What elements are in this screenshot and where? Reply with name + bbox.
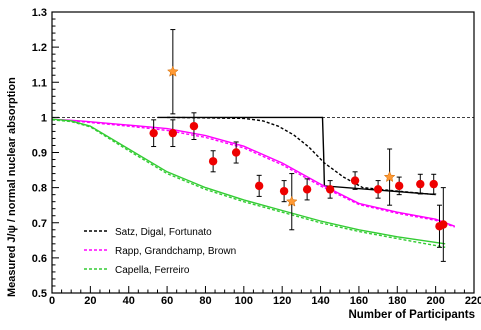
curves-layer — [51, 116, 456, 248]
circle-point — [429, 179, 438, 189]
x-tick-label: 40 — [123, 295, 135, 307]
circle-point — [168, 128, 178, 138]
y-axis-label: Measured J/ψ / normal nuclear absorption — [6, 77, 18, 297]
y-tick-label: 1 — [41, 112, 47, 124]
star-point — [383, 170, 396, 183]
x-tick-label: 120 — [273, 295, 291, 307]
circle-point — [373, 185, 383, 194]
circle-point — [325, 185, 335, 194]
legend-label: Rapp, Grandchamp, Brown — [115, 246, 236, 257]
x-tick-label: 160 — [350, 295, 368, 307]
circle-point — [208, 157, 218, 166]
y-tick-label: 0.6 — [32, 253, 47, 265]
x-tick-label: 140 — [311, 295, 329, 307]
legend-label: Capella, Ferreiro — [115, 265, 190, 276]
x-tick-label: 60 — [161, 295, 173, 307]
circle-point — [416, 179, 425, 189]
y-tick-label: 1.1 — [32, 77, 47, 89]
y-tick-label: 0.9 — [32, 148, 47, 160]
x-tick-label: 20 — [84, 295, 96, 307]
x-tick-label: 180 — [388, 295, 406, 307]
curve-rapp-dashed — [51, 119, 456, 228]
circle-point — [302, 185, 312, 194]
y-tick-label: 1.3 — [32, 7, 47, 19]
x-tick-label: 0 — [49, 295, 55, 307]
circle-point — [279, 186, 289, 196]
y-tick-label: 0.7 — [32, 218, 47, 230]
circle-point — [189, 121, 199, 131]
circle-point — [394, 181, 404, 191]
circle-point — [350, 176, 360, 185]
ticks-layer: 0 20 40 60 80 100 120 140 160 180 200 220 0.5 0.6 0.7 0… — [32, 7, 481, 307]
y-tick-label: 0.8 — [32, 183, 47, 195]
circle-point — [149, 128, 158, 138]
x-tick-label: 220 — [465, 295, 481, 307]
circle-point — [254, 181, 264, 191]
circle-point — [231, 148, 241, 157]
points-layer — [149, 29, 448, 262]
y-tick-label: 1.2 — [32, 42, 47, 54]
x-tick-label: 100 — [235, 295, 253, 307]
legend: Satz, Digal, Fortunato Rapp, Grandchamp, … — [84, 227, 236, 276]
star-point — [285, 195, 298, 207]
star-point — [166, 65, 179, 77]
curve-rapp-solid — [51, 118, 456, 227]
y-tick-label: 0.5 — [32, 288, 47, 300]
x-axis-label: Number of Participants — [348, 309, 475, 321]
circle-point — [439, 220, 448, 229]
x-tick-label: 200 — [426, 295, 444, 307]
x-tick-label: 80 — [199, 295, 211, 307]
legend-label: Satz, Digal, Fortunato — [115, 227, 212, 238]
curve-capella-dashed — [51, 119, 446, 248]
